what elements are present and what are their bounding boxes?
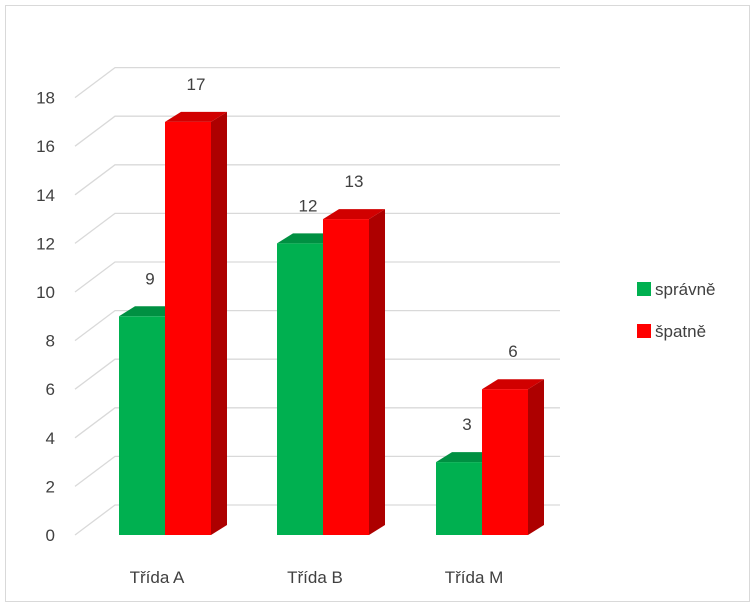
gridline-2 xyxy=(74,455,560,487)
bar-top xyxy=(482,379,544,390)
gridlines xyxy=(74,66,560,536)
gridline-18 xyxy=(74,66,560,99)
bar-správně-Třída A xyxy=(119,316,165,535)
legend-swatch xyxy=(637,324,651,338)
gridline-0 xyxy=(74,504,560,536)
category-label: Třída B xyxy=(287,568,343,587)
bars xyxy=(119,111,544,536)
x-axis-categories: Třída A Třída B Třída M xyxy=(130,568,504,587)
y-tick-label: 12 xyxy=(36,234,55,253)
legend: správně špatně xyxy=(637,280,715,341)
gridline-14 xyxy=(74,164,560,196)
y-tick-label: 4 xyxy=(46,429,55,448)
bar-top xyxy=(165,111,227,122)
legend-label: špatně xyxy=(655,322,706,341)
data-label: 17 xyxy=(187,75,206,94)
bar-side xyxy=(369,209,385,535)
data-label: 6 xyxy=(508,342,517,361)
legend-label: správně xyxy=(655,280,715,299)
y-tick-label: 6 xyxy=(46,380,55,399)
category-label: Třída M xyxy=(445,568,504,587)
y-tick-label: 2 xyxy=(46,477,55,496)
data-label: 9 xyxy=(145,269,154,288)
y-tick-label: 14 xyxy=(36,186,55,205)
bar-side xyxy=(211,111,227,536)
gridline-8 xyxy=(74,309,560,342)
gridline-16 xyxy=(74,115,560,147)
gridline-6 xyxy=(74,358,560,390)
gridline-12 xyxy=(74,212,560,244)
bar-správně-Třída B xyxy=(277,243,323,535)
bar-špatně-Třída B xyxy=(323,219,369,535)
gridline-4 xyxy=(74,407,560,439)
legend-swatch xyxy=(637,282,651,296)
bar-správně-Třída M xyxy=(436,462,482,535)
y-tick-label: 16 xyxy=(36,137,55,156)
bar-špatně-Třída A xyxy=(165,121,211,536)
gridline-10 xyxy=(74,261,560,293)
y-tick-label: 8 xyxy=(46,332,55,351)
y-tick-label: 0 xyxy=(46,526,55,545)
bar-top xyxy=(323,209,385,220)
y-axis-ticks: 0 2 4 6 8 10 12 14 16 18 xyxy=(36,89,55,545)
data-label: 3 xyxy=(462,415,471,434)
data-label: 13 xyxy=(345,172,364,191)
category-label: Třída A xyxy=(130,568,185,587)
y-tick-label: 18 xyxy=(36,89,55,108)
y-tick-label: 10 xyxy=(36,283,55,302)
data-labels: 9 17 12 13 3 6 xyxy=(145,75,517,434)
bar-špatně-Třída M xyxy=(482,389,528,535)
data-label: 12 xyxy=(299,196,318,215)
bar-side xyxy=(528,379,544,535)
